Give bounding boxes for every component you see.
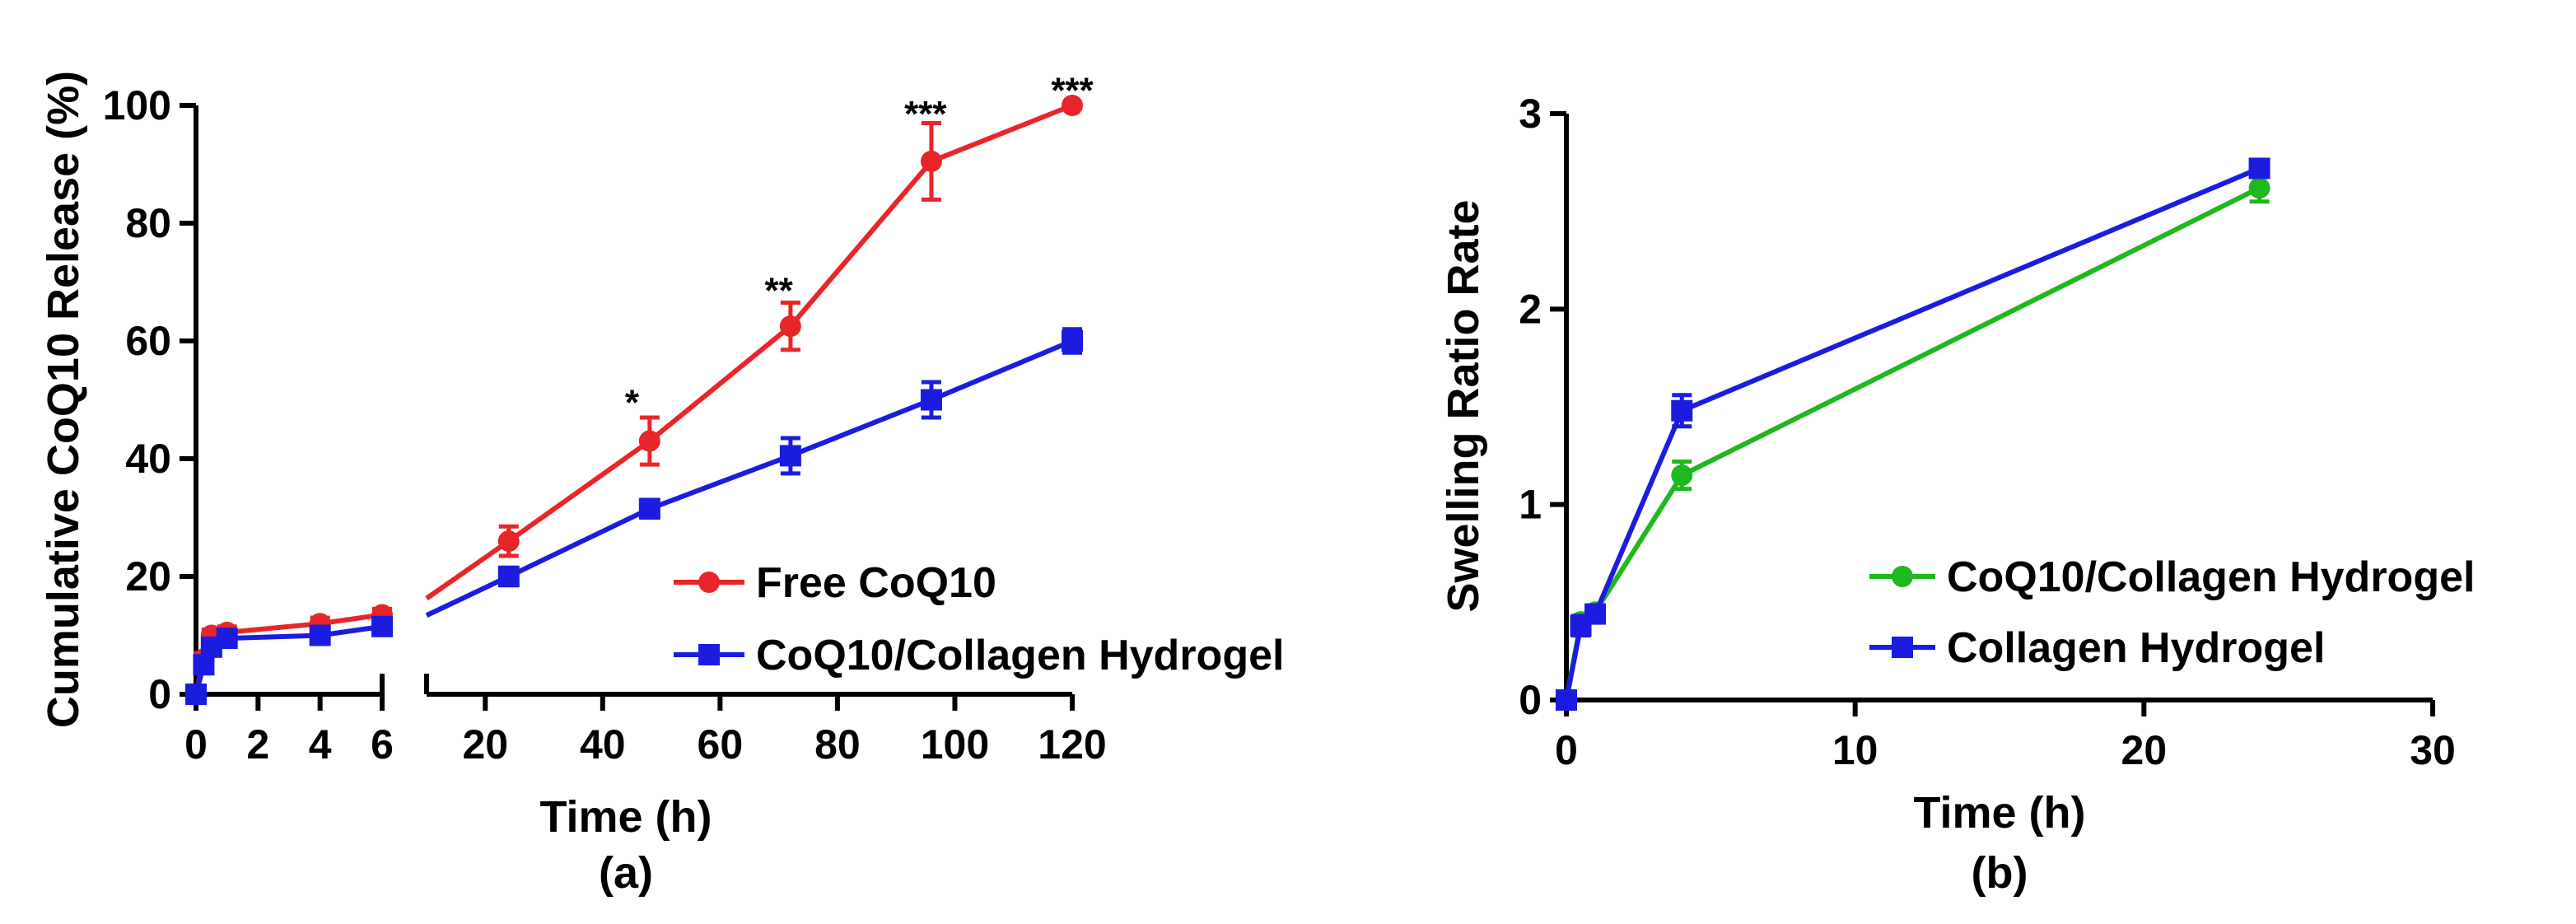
- y-tick-label-60: 60: [125, 318, 171, 364]
- significance-mark-0: *: [625, 383, 640, 423]
- x-tick-label-100: 100: [921, 721, 989, 768]
- legend-collagen-hydrogel-label: Collagen Hydrogel: [1947, 624, 2325, 672]
- panel-a-legend: Free CoQ10 CoQ10/Collagen Hydrogel: [674, 559, 1284, 679]
- y-tick-label-1: 1: [1519, 482, 1542, 528]
- panel-a-x-ticks: 0 2 4 6 20 40 60 80 100 120: [184, 694, 1107, 768]
- x-tick-label-80: 80: [814, 721, 861, 768]
- panel-b-caption: (b): [1972, 848, 2028, 898]
- legend-collagen-hydrogel-marker: [1892, 637, 1913, 658]
- data-point-coq10-collagen-hydrogel-x4: [309, 624, 331, 646]
- legend-coq10-hydrogel-marker: [1892, 566, 1913, 587]
- data-point-coq10-collagen-hydrogel-x24: [2248, 177, 2270, 199]
- panel-b-y-ticks: 0 1 2 3: [1519, 91, 1566, 723]
- significance-mark-2: ***: [904, 94, 947, 134]
- significance-mark-1: **: [765, 271, 794, 311]
- panel-a-plot-area: [185, 95, 1083, 705]
- x-tick-label-60: 60: [698, 721, 744, 768]
- legend-hydrogel-label: CoQ10/Collagen Hydrogel: [756, 632, 1284, 679]
- x-tick-label-20: 20: [462, 721, 508, 768]
- panel-a-y-ticks: 0 20 40 60 80 100: [103, 82, 196, 717]
- y-tick-label-0: 0: [148, 671, 171, 717]
- data-point-collagen-hydrogel-x24: [2248, 157, 2270, 180]
- x-tick-label-120: 120: [1038, 721, 1106, 768]
- data-point-free-coq10-x48: [638, 430, 660, 452]
- y-tick-label-2: 2: [1519, 286, 1542, 332]
- x-tick-label-2: 2: [246, 721, 269, 768]
- data-point-free-coq10-x72: [779, 315, 801, 338]
- series-line-collagen-hydrogel: [1564, 166, 2261, 701]
- data-point-coq10-collagen-hydrogel-x0: [185, 684, 207, 705]
- x-tick-label-40: 40: [580, 721, 626, 768]
- data-point-collagen-hydrogel-x4: [1671, 399, 1693, 422]
- data-point-free-coq10-x96: [920, 150, 942, 172]
- panel-b-y-axis-title: Swelling Ratio Rate: [1439, 199, 1488, 612]
- data-point-coq10-collagen-hydrogel-x72: [779, 445, 801, 467]
- panel-b: 0 1 2 3 0 10 20 30 Swelling Ratio Rate Time (h…: [1439, 91, 2475, 898]
- data-point-coq10-collagen-hydrogel-x1: [216, 628, 238, 650]
- y-tick-label-80: 80: [125, 200, 171, 246]
- x-tick-label-4: 4: [309, 721, 332, 768]
- panel-a-significance-marks: *********: [625, 71, 1094, 423]
- series-line-free-coq10-segment-2: [425, 103, 1074, 601]
- panel-a-y-axis-title: Cumulative CoQ10 Release (%): [39, 71, 88, 728]
- data-point-coq10-collagen-hydrogel-x120: [1062, 330, 1083, 352]
- legend-hydrogel-marker: [698, 644, 720, 665]
- data-point-collagen-hydrogel-x0: [1556, 689, 1577, 711]
- panel-b-plot-area: [1556, 157, 2270, 711]
- y-tick-label-100: 100: [103, 82, 171, 128]
- panel-b-legend: CoQ10/Collagen Hydrogel Collagen Hydroge…: [1869, 553, 2475, 672]
- x-tick-label-20: 20: [2121, 727, 2168, 773]
- data-point-coq10-collagen-hydrogel-x4: [1671, 464, 1693, 487]
- legend-coq10-hydrogel-label: CoQ10/Collagen Hydrogel: [1947, 553, 2475, 601]
- x-tick-label-0: 0: [184, 721, 208, 768]
- data-point-free-coq10-x120: [1062, 95, 1083, 116]
- data-point-coq10-collagen-hydrogel-x48: [638, 497, 660, 520]
- data-point-collagen-hydrogel-x1: [1584, 603, 1607, 625]
- x-tick-label-10: 10: [1832, 727, 1878, 773]
- legend-free-coq10-label: Free CoQ10: [756, 559, 996, 607]
- y-tick-label-40: 40: [125, 436, 171, 482]
- data-point-coq10-collagen-hydrogel-x24: [497, 566, 520, 587]
- panel-b-x-ticks: 0 10 20 30: [1555, 700, 2456, 773]
- panel-a-caption: (a): [599, 848, 653, 898]
- panel-b-x-axis-title: Time (h): [1913, 788, 2085, 838]
- data-point-coq10-collagen-hydrogel-x96: [920, 389, 942, 411]
- significance-mark-3: ***: [1051, 71, 1094, 111]
- panel-a-x-axis-title: Time (h): [539, 792, 712, 842]
- y-tick-label-20: 20: [125, 553, 171, 600]
- data-point-coq10-collagen-hydrogel-x6: [371, 615, 393, 637]
- series-line-coq10-collagen-hydrogel-segment-2: [425, 338, 1074, 618]
- x-tick-label-0: 0: [1555, 727, 1578, 773]
- data-point-free-coq10-x24: [497, 530, 520, 553]
- x-tick-label-30: 30: [2410, 727, 2456, 773]
- y-tick-label-3: 3: [1519, 91, 1542, 137]
- y-tick-label-0: 0: [1519, 677, 1542, 723]
- x-tick-label-6: 6: [371, 721, 394, 768]
- legend-free-coq10-marker: [698, 572, 720, 593]
